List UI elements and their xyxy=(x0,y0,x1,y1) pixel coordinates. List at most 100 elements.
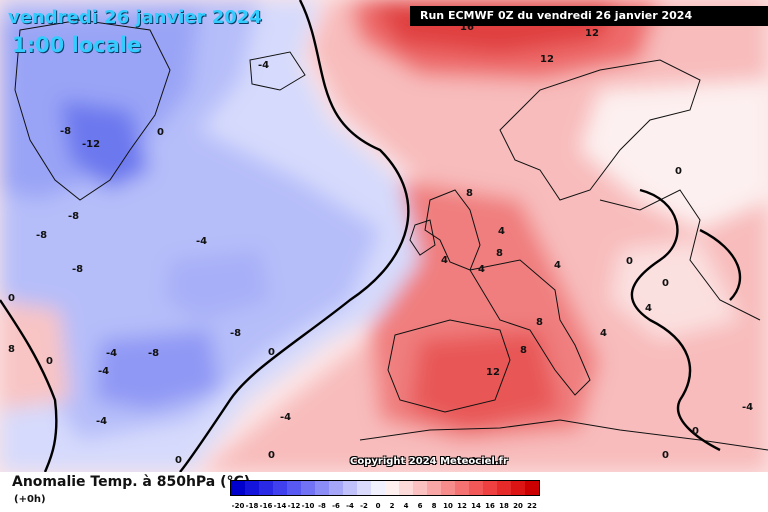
coast-eastern-europe xyxy=(599,189,761,321)
contour-label: 16 xyxy=(460,22,474,33)
color-swatch xyxy=(525,481,539,495)
contour-label: -8 xyxy=(230,328,241,339)
color-scale-tick: 10 xyxy=(443,502,453,510)
coast-north-africa xyxy=(359,419,768,451)
coast-iceland xyxy=(249,51,306,91)
contour-label: 8 xyxy=(496,248,503,259)
color-swatch xyxy=(329,481,343,495)
color-swatch xyxy=(301,481,315,495)
contour-label: -8 xyxy=(72,264,83,275)
color-scale-tick: -10 xyxy=(301,502,315,510)
contour-label: 12 xyxy=(486,367,500,378)
contour-label: 8 xyxy=(466,188,473,199)
contour-label: 0 xyxy=(175,455,182,466)
color-scale-tick: -12 xyxy=(287,502,301,510)
cold-region-inner xyxy=(0,10,200,200)
color-scale-tick: 16 xyxy=(485,502,495,510)
color-scale-tick: 8 xyxy=(431,502,437,510)
color-swatch xyxy=(441,481,455,495)
isotherm-south-west xyxy=(0,299,58,472)
color-scale-tick: 22 xyxy=(527,502,537,510)
contour-label: -4 xyxy=(258,60,269,71)
isotherm-west xyxy=(179,0,410,472)
contour-label: 12 xyxy=(585,28,599,39)
color-swatch xyxy=(315,481,329,495)
color-scale-tick: 2 xyxy=(389,502,395,510)
isotherm-east xyxy=(630,188,721,452)
run-info-box: Run ECMWF 0Z du vendredi 26 janvier 2024 xyxy=(410,6,768,26)
contour-label: 4 xyxy=(441,255,448,266)
isotherm-east-2 xyxy=(699,228,742,301)
contour-label: 8 xyxy=(8,344,15,355)
cold-patch-mid xyxy=(165,250,270,320)
color-swatch xyxy=(511,481,525,495)
color-swatch xyxy=(385,481,399,495)
color-swatch xyxy=(371,481,385,495)
legend-subtitle: (+0h) xyxy=(14,494,46,505)
contour-label: 8 xyxy=(520,345,527,356)
contour-label: -8 xyxy=(36,230,47,241)
color-scale-tick: 6 xyxy=(417,502,423,510)
contour-label: 0 xyxy=(268,450,275,461)
color-scale-tick: -14 xyxy=(273,502,287,510)
color-scale-tick: 14 xyxy=(471,502,481,510)
color-swatch xyxy=(427,481,441,495)
color-scale-tick: -18 xyxy=(245,502,259,510)
color-swatch xyxy=(497,481,511,495)
color-swatch xyxy=(231,481,245,495)
color-swatch xyxy=(287,481,301,495)
contour-label: -4 xyxy=(280,412,291,423)
date-title: vendredi 26 janvier 2024 xyxy=(8,7,262,28)
neutral-east-europe xyxy=(580,80,768,230)
anomaly-fill xyxy=(0,0,768,472)
contour-label: -4 xyxy=(106,348,117,359)
time-title: 1:00 locale xyxy=(12,33,142,57)
contour-label: 4 xyxy=(645,303,652,314)
coast-ireland xyxy=(409,219,436,256)
color-swatch xyxy=(273,481,287,495)
contour-label: 4 xyxy=(554,260,561,271)
color-swatch xyxy=(343,481,357,495)
contour-label: 0 xyxy=(692,426,699,437)
anomaly-map: 161212-8-120-4-8-8-8-4-8-4-4-80844000844… xyxy=(0,0,768,472)
color-scale-tick: 18 xyxy=(499,502,509,510)
contour-label: 0 xyxy=(470,456,477,467)
color-swatch xyxy=(413,481,427,495)
contour-label: 0 xyxy=(8,293,15,304)
color-scale-tick: -16 xyxy=(259,502,273,510)
contour-label: 0 xyxy=(268,347,275,358)
warm-mediterranean-core xyxy=(410,330,560,430)
color-swatch xyxy=(455,481,469,495)
contour-label: 0 xyxy=(662,278,669,289)
color-scale xyxy=(230,480,540,496)
contour-label: -8 xyxy=(148,348,159,359)
contour-label: 4 xyxy=(498,226,505,237)
contour-label: 4 xyxy=(600,328,607,339)
contour-label: 4 xyxy=(478,264,485,275)
contour-label: 12 xyxy=(540,54,554,65)
contour-label: -12 xyxy=(82,139,100,150)
color-scale-tick: -2 xyxy=(360,502,368,510)
coast-france-italy xyxy=(469,259,591,396)
color-scale-tick: 4 xyxy=(403,502,409,510)
color-scale-tick: -20 xyxy=(231,502,245,510)
copyright-text: Copyright 2024 Meteociel.fr xyxy=(350,456,508,467)
cold-core-greenland xyxy=(60,100,150,190)
coast-iberia xyxy=(387,319,511,413)
contour-label: -4 xyxy=(98,366,109,377)
color-scale-tick: -4 xyxy=(346,502,354,510)
coastlines xyxy=(14,19,768,451)
contour-label: 0 xyxy=(626,256,633,267)
color-swatch xyxy=(469,481,483,495)
contour-label: -4 xyxy=(742,402,753,413)
color-swatch xyxy=(245,481,259,495)
contour-label: -8 xyxy=(68,211,79,222)
coast-scandinavia xyxy=(499,59,701,201)
color-scale-tick: -8 xyxy=(318,502,326,510)
contour-labels: 161212-8-120-4-8-8-8-4-8-4-4-80844000844… xyxy=(8,22,753,467)
legend-title: Anomalie Temp. à 850hPa (°C) xyxy=(12,474,251,490)
color-swatch xyxy=(357,481,371,495)
contour-label: 0 xyxy=(46,356,53,367)
cold-patch-south xyxy=(95,330,220,410)
color-scale-tick: -6 xyxy=(332,502,340,510)
